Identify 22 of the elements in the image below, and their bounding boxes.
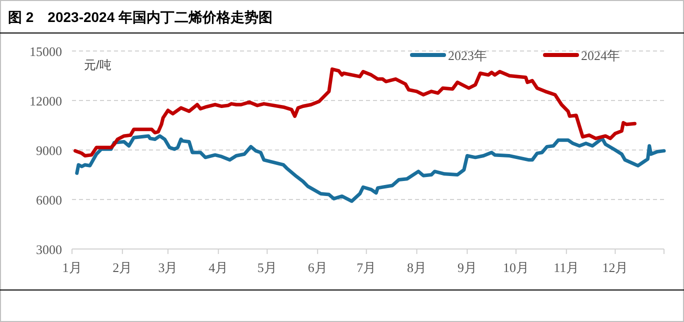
x-tick-label: 1月 [62, 260, 82, 275]
x-tick-label: 4月 [208, 260, 228, 275]
line-series [75, 134, 666, 203]
x-tick-label: 2月 [112, 260, 132, 275]
x-tick-label: 6月 [308, 260, 328, 275]
x-tick-label: 10月 [503, 260, 529, 275]
y-axis-title: 元/吨 [84, 58, 112, 72]
y-tick-label: 3000 [36, 242, 62, 257]
x-tick-label: 7月 [356, 260, 376, 275]
x-tick-label: 9月 [457, 260, 477, 275]
legend-label: 2023年 [448, 48, 487, 63]
x-tick-label: 3月 [158, 260, 178, 275]
legend-label: 2024年 [581, 48, 620, 63]
x-tick-label: 5月 [257, 260, 277, 275]
y-tick-label: 15000 [30, 44, 62, 59]
x-tick-label: 8月 [407, 260, 427, 275]
y-tick-label: 12000 [30, 94, 62, 108]
y-tick-label: 9000 [36, 143, 62, 158]
y-tick-label: 6000 [36, 192, 62, 208]
chart-title: 图 2 2023-2024 年国内丁二烯价格走势图 [8, 9, 273, 25]
x-tick-label: 12月 [602, 260, 628, 275]
x-tick-label: 11月 [554, 260, 580, 275]
